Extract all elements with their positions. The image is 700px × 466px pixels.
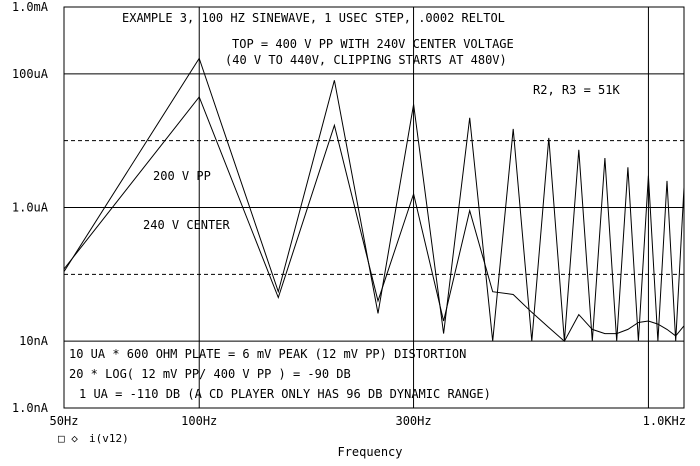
annotation-top-line1: TOP = 400 V PP WITH 240V CENTER VOLTAGE bbox=[232, 37, 514, 51]
annotation-title-line: EXAMPLE 3, 100 HZ SINEWAVE, 1 USEC STEP,… bbox=[122, 11, 505, 25]
annotations: EXAMPLE 3, 100 HZ SINEWAVE, 1 USEC STEP,… bbox=[69, 11, 620, 401]
y-tick-label-0: 1.0nA bbox=[12, 401, 49, 415]
annotation-trace-label1: 200 V PP bbox=[153, 169, 211, 183]
x-tick-label-1: 100Hz bbox=[181, 414, 217, 428]
legend-label: i(v12) bbox=[89, 432, 129, 445]
tick-labels: 1.0nA 10nA 1.0uA 100uA 1.0mA 50Hz 100Hz 300Hz 1.… bbox=[12, 0, 686, 428]
series-line-0 bbox=[63, 57, 685, 342]
plot-frame bbox=[63, 6, 685, 409]
legend: □ ◇ i(v12) bbox=[58, 432, 129, 445]
x-tick-label-2: 300Hz bbox=[395, 414, 431, 428]
legend-symbols: □ ◇ bbox=[58, 432, 78, 445]
annotation-top-line2: (40 V TO 440V, CLIPPING STARTS AT 480V) bbox=[225, 53, 507, 67]
x-axis-label: Frequency bbox=[337, 445, 402, 459]
series-layer bbox=[63, 57, 685, 342]
annotation-note3: 1 UA = -110 DB (A CD PLAYER ONLY HAS 96 … bbox=[79, 387, 491, 401]
y-tick-label-2: 1.0uA bbox=[12, 201, 49, 215]
annotation-note2: 20 * LOG( 12 mV PP/ 400 V PP ) = -90 DB bbox=[69, 367, 351, 381]
annotation-note1: 10 UA * 600 OHM PLATE = 6 mV PEAK (12 mV… bbox=[69, 347, 466, 361]
annotation-resistors: R2, R3 = 51K bbox=[533, 83, 620, 97]
x-tick-label-0: 50Hz bbox=[50, 414, 79, 428]
x-axis-title: Frequency bbox=[337, 445, 402, 459]
annotation-trace-label2: 240 V CENTER bbox=[143, 218, 230, 232]
series-line-1 bbox=[63, 96, 685, 342]
y-tick-label-1: 10nA bbox=[19, 334, 49, 348]
x-tick-label-3: 1.0KHz bbox=[643, 414, 686, 428]
y-tick-label-3: 100uA bbox=[12, 67, 49, 81]
y-tick-label-4: 1.0mA bbox=[12, 0, 49, 14]
